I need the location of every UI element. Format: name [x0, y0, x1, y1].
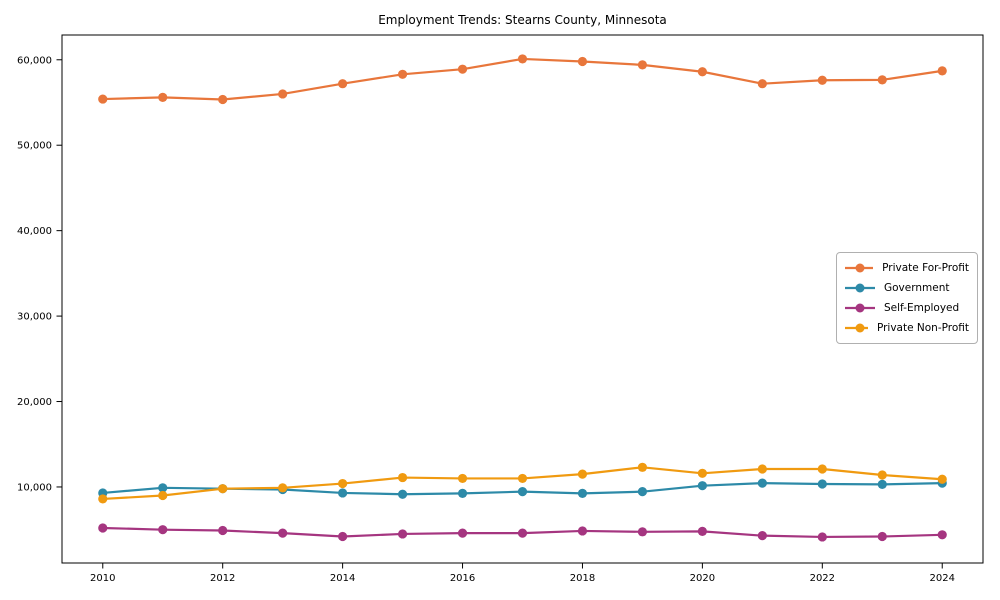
x-tick-label: 2022 [810, 573, 835, 584]
data-point [158, 92, 168, 102]
chart-title: Employment Trends: Stearns County, Minne… [378, 13, 667, 27]
legend-label: Private For-Profit [882, 262, 969, 274]
legend-line-marker-icon [845, 303, 875, 313]
data-point [637, 462, 648, 472]
data-point [637, 527, 648, 537]
data-point [218, 484, 228, 494]
x-tick-label: 2020 [690, 573, 715, 584]
data-point [757, 531, 767, 541]
data-point [158, 483, 168, 493]
legend-label: Self-Employed [884, 302, 960, 314]
legend-line-marker-icon [845, 263, 874, 273]
x-tick-label: 2010 [90, 573, 115, 584]
data-point [637, 487, 648, 497]
data-point [397, 529, 408, 539]
data-point [937, 474, 947, 484]
data-point [817, 532, 827, 542]
data-point [517, 528, 528, 538]
series-line-1 [102, 57, 943, 101]
y-tick-label: 10,000 [17, 482, 52, 493]
data-point [757, 79, 767, 89]
data-point [517, 54, 528, 64]
data-point [278, 483, 288, 493]
legend-item: Private For-Profit [845, 258, 969, 278]
data-point [457, 528, 468, 538]
data-point [98, 523, 108, 533]
legend-label: Private Non-Profit [876, 322, 969, 334]
data-point [877, 470, 887, 480]
x-tick-label: 2014 [330, 573, 355, 584]
data-point [697, 67, 707, 77]
data-point [457, 473, 468, 484]
data-point [98, 494, 108, 504]
data-point [278, 528, 288, 538]
data-point [158, 525, 168, 535]
data-point [218, 525, 228, 536]
legend: Private For-Profit Government Self-Employe… [836, 252, 978, 344]
legend-item: Private Non-Profit [845, 318, 969, 338]
data-point [397, 489, 408, 499]
data-point [817, 75, 827, 85]
legend-item: Government [845, 278, 969, 298]
data-point [338, 79, 348, 89]
data-point [577, 526, 588, 536]
data-point [817, 464, 827, 474]
data-point [158, 490, 168, 501]
data-point [218, 94, 228, 105]
x-tick-label: 2018 [570, 573, 595, 584]
y-tick-label: 50,000 [17, 141, 52, 152]
data-point [98, 94, 108, 104]
data-point [517, 473, 528, 484]
data-point [697, 468, 707, 478]
data-point [697, 526, 707, 536]
x-tick-label: 2016 [450, 573, 475, 584]
data-point [937, 66, 947, 76]
data-point [338, 531, 348, 542]
y-tick-label: 30,000 [17, 312, 52, 323]
data-point [338, 488, 348, 498]
data-point [877, 75, 887, 85]
x-tick-label: 2012 [210, 573, 235, 584]
data-point [397, 69, 408, 79]
y-tick-label: 20,000 [17, 397, 52, 408]
data-point [637, 60, 648, 70]
data-point [817, 479, 827, 489]
data-point [577, 488, 588, 498]
data-point [397, 472, 408, 483]
x-tick-label: 2024 [930, 573, 955, 584]
legend-label: Government [884, 282, 950, 294]
y-tick-label: 40,000 [17, 226, 52, 237]
data-point [457, 488, 468, 498]
legend-item: Self-Employed [845, 298, 969, 318]
data-point [338, 478, 348, 489]
data-point [457, 64, 468, 74]
data-point [757, 478, 767, 488]
data-point [757, 464, 767, 474]
data-point [517, 487, 528, 497]
axes-frame [61, 34, 984, 564]
legend-line-marker-icon [845, 283, 875, 293]
data-point [937, 530, 947, 540]
data-point [278, 89, 288, 99]
data-point [577, 469, 588, 479]
legend-line-marker-icon [845, 323, 868, 333]
data-point [877, 479, 887, 489]
y-tick-label: 60,000 [17, 55, 52, 66]
data-point [697, 481, 707, 491]
data-point [877, 531, 887, 542]
data-point [577, 56, 588, 67]
